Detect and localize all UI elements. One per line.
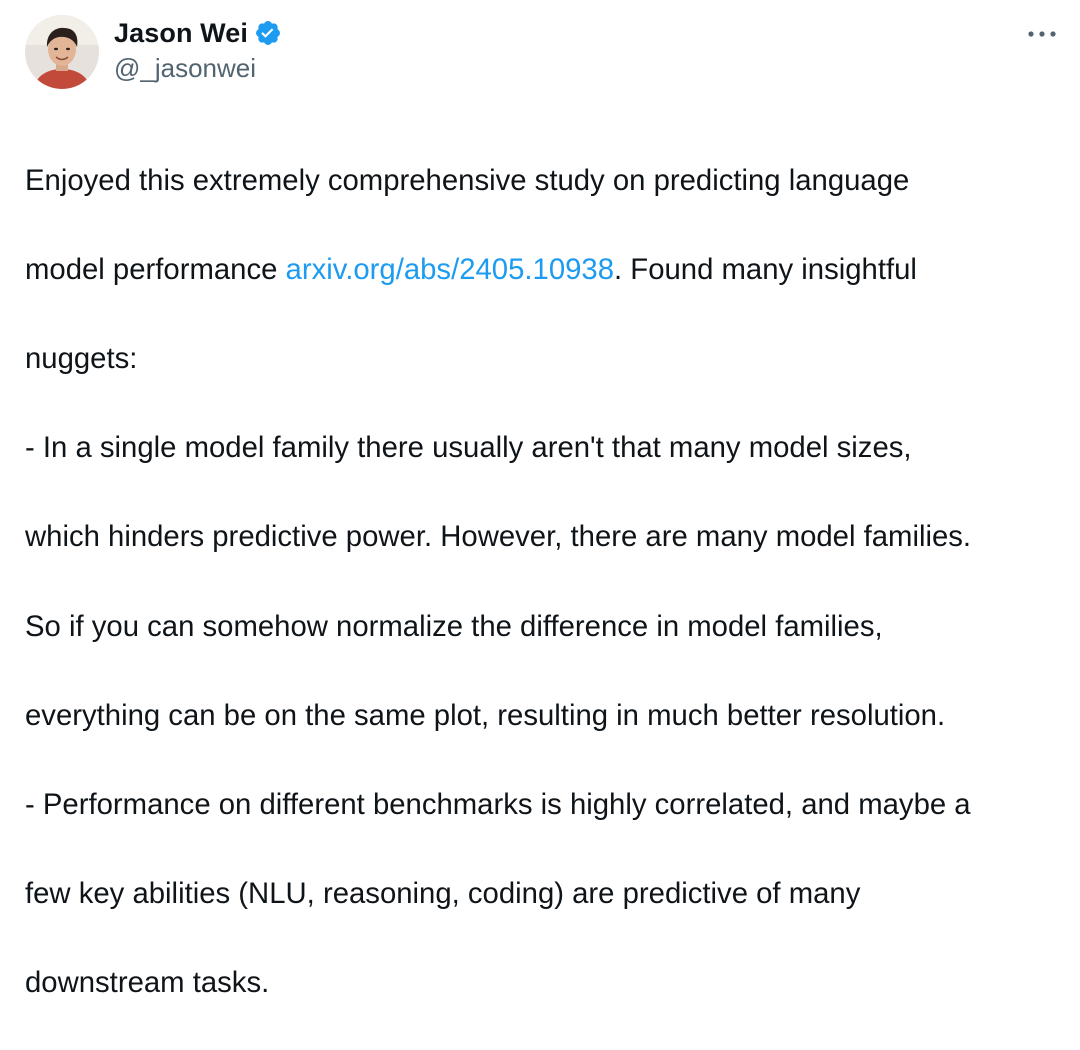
tweet-line: Enjoyed this extremely comprehensive stu… [25,163,910,197]
tweet-card: Jason Wei @_jasonwei Enjoyed this extrem… [25,15,1060,999]
arxiv-link[interactable]: arxiv.org/abs/2405.10938 [285,252,615,286]
tweet-text-segment: . Found many insightful [614,252,917,286]
verified-badge-icon[interactable] [254,19,282,47]
tweet-line: few key abilities (NLU, reasoning, codin… [25,877,861,911]
author-handle[interactable]: @_jasonwei [114,53,257,83]
tweet-line: downstream tasks. [25,966,270,1000]
more-horizontal-icon[interactable] [1024,20,1060,48]
tweet-line: - Performance on different benchmarks is… [25,787,971,821]
tweet-line: So if you can somehow normalize the diff… [25,609,883,643]
tweet-text: Enjoyed this extremely comprehensive stu… [25,114,1070,1050]
tweet-line: everything can be on the same plot, resu… [25,698,946,732]
avatar[interactable] [25,15,99,89]
tweet-line: model performance arxiv.org/abs/2405.109… [25,248,1070,293]
tweet-line: nuggets: [25,341,138,375]
name-row: Jason Wei [114,15,282,51]
author-info: Jason Wei @_jasonwei [114,15,282,84]
tweet-line: - In a single model family there usually… [25,431,912,465]
tweet-line: which hinders predictive power. However,… [25,520,972,554]
avatar-photo [25,15,99,89]
author-display-name[interactable]: Jason Wei [114,17,248,48]
tweet-text-segment: model performance [25,252,286,286]
